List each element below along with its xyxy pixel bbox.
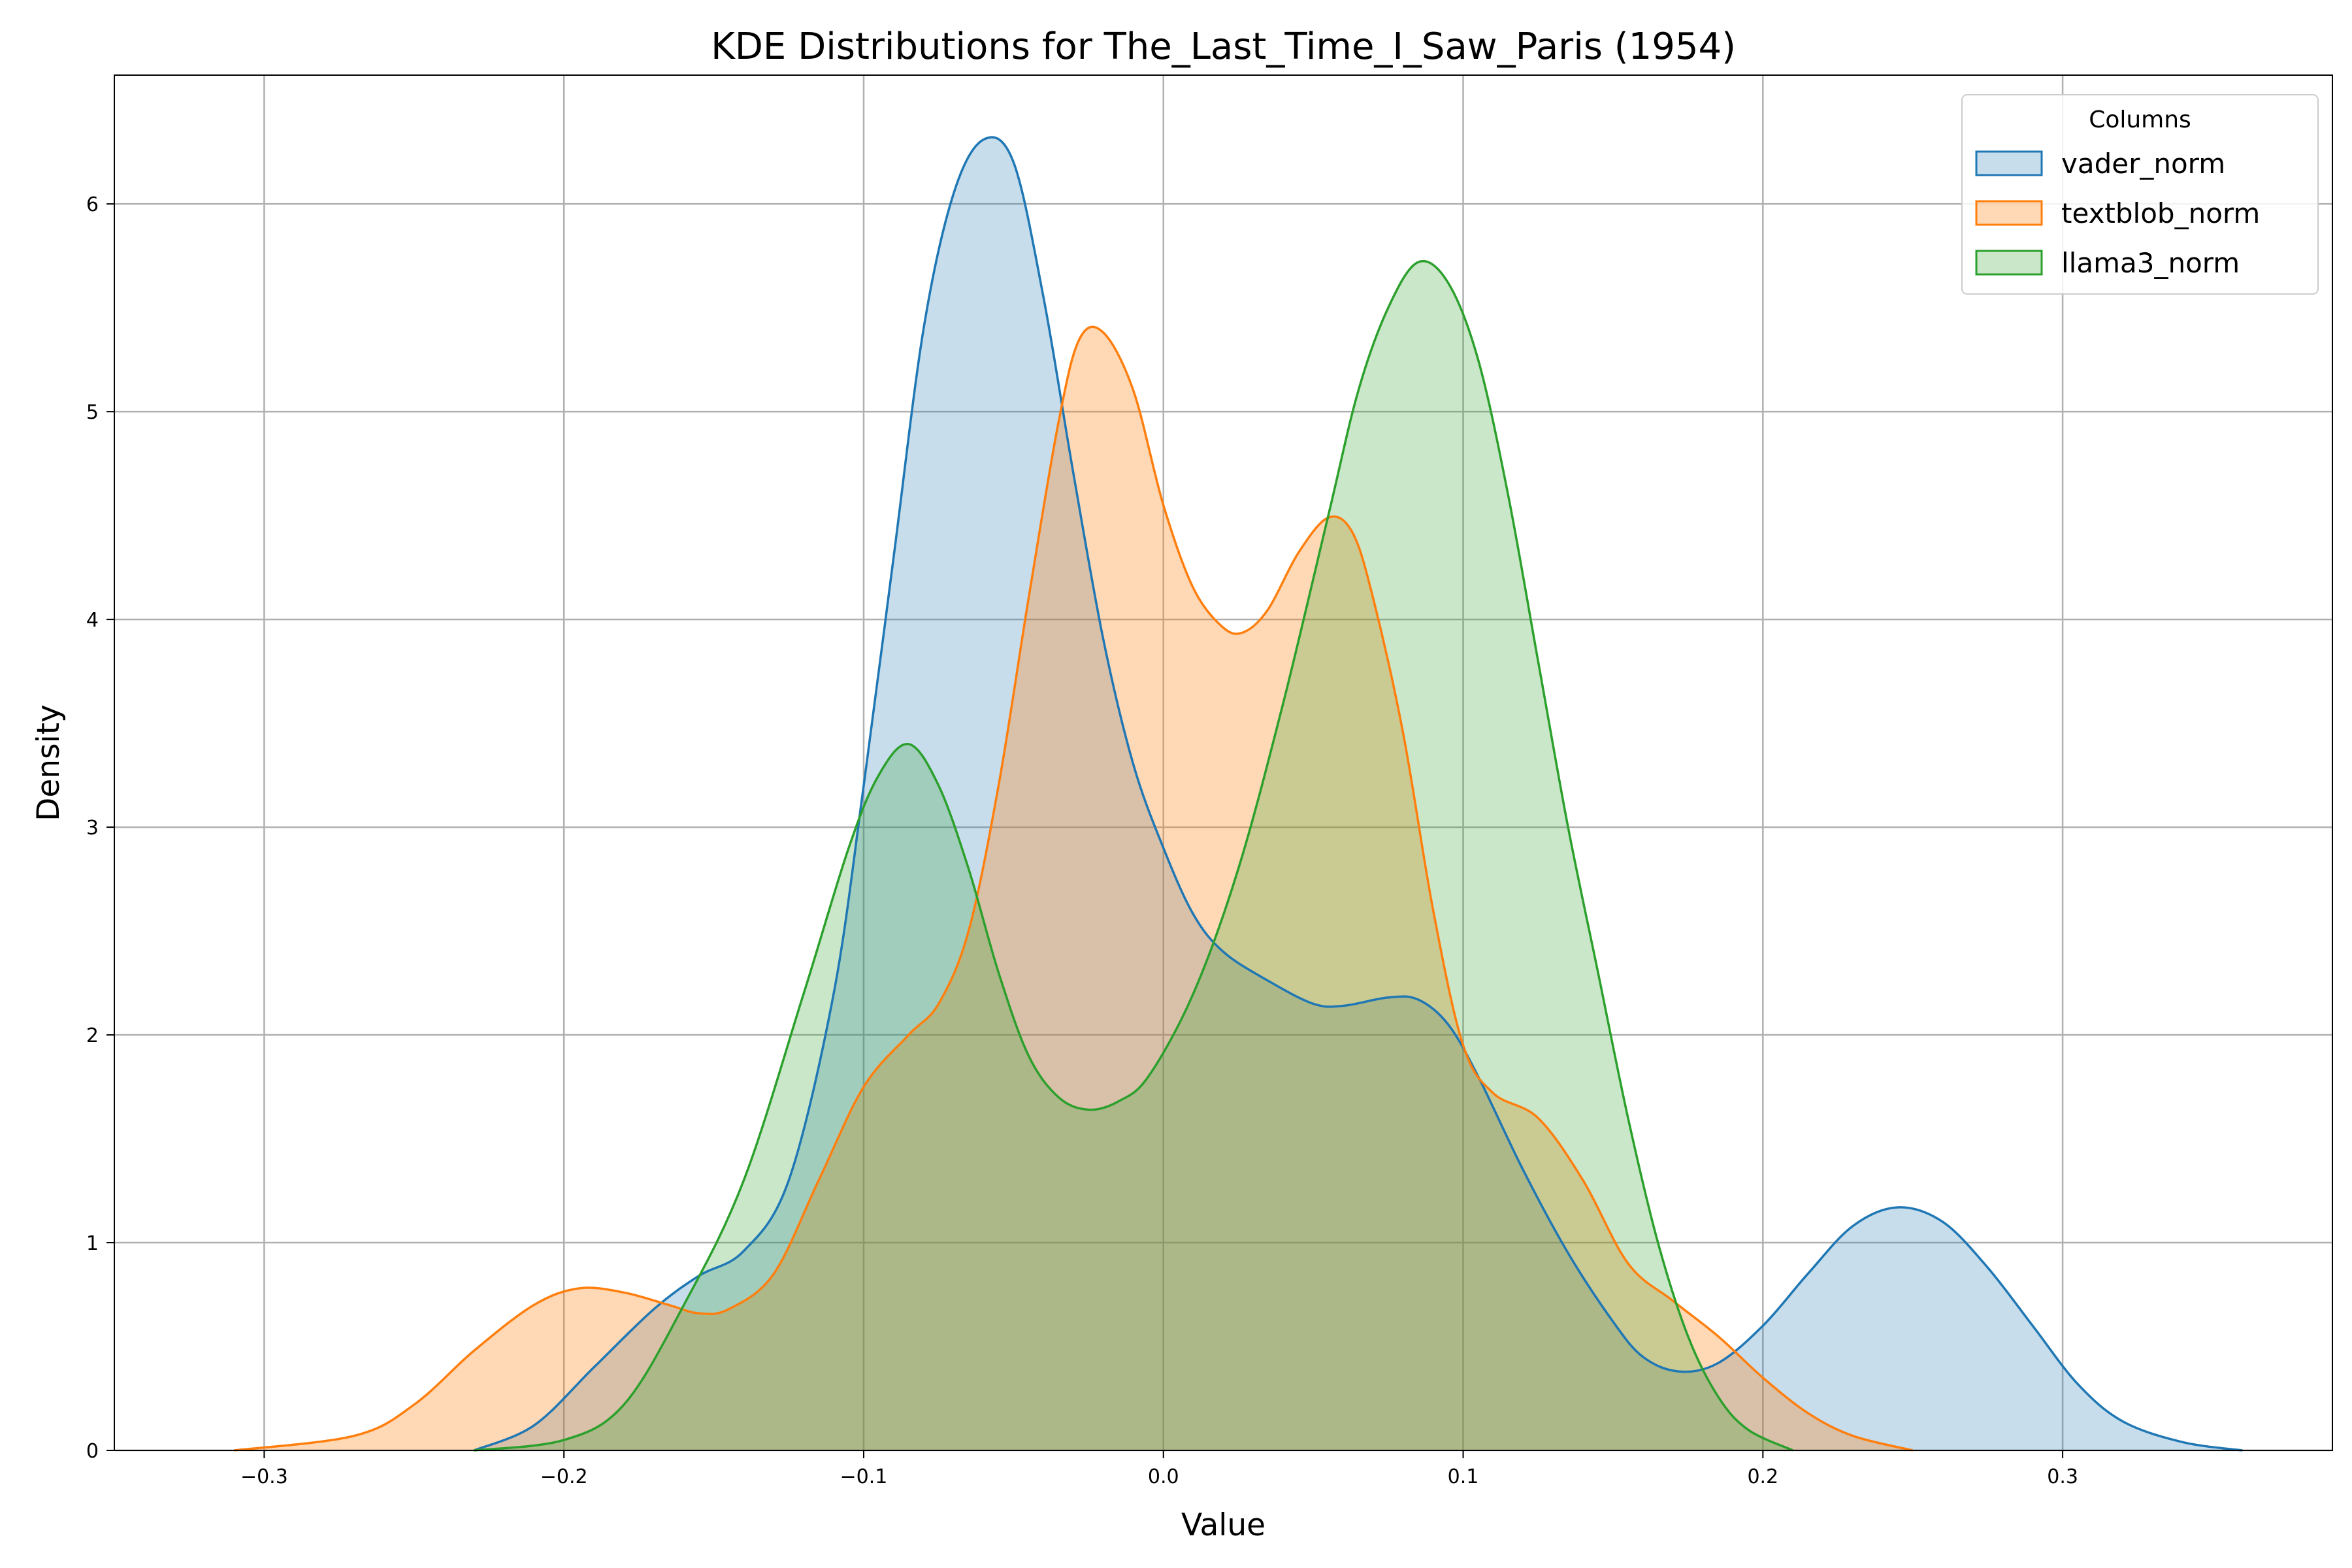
area-llama3_norm (474, 261, 1793, 1451)
chart-title: KDE Distributions for The_Last_Time_I_Sa… (711, 25, 1736, 68)
x-tick-label: −0.3 (240, 1465, 288, 1488)
series-lines (234, 136, 2243, 1452)
line-vader_norm (473, 136, 2243, 1452)
x-tick-label: 0.3 (2047, 1465, 2078, 1488)
x-axis-ticks: −0.3 −0.2 −0.1 0.0 0.1 0.2 0.3 (240, 1450, 2078, 1488)
x-axis-label: Value (1181, 1507, 1266, 1543)
line-llama3_norm (474, 260, 1793, 1452)
x-tick-label: −0.1 (840, 1465, 888, 1488)
plot-frame (114, 74, 2333, 1451)
area-vader_norm (474, 137, 2243, 1450)
y-tick-label: 6 (86, 193, 99, 216)
y-tick-label: 0 (86, 1440, 99, 1463)
y-axis-ticks: 0 1 2 3 4 5 6 (86, 193, 114, 1463)
y-tick-label: 2 (86, 1024, 99, 1047)
series-areas (234, 137, 2243, 1451)
y-tick-label: 3 (86, 817, 99, 840)
x-tick-label: −0.2 (540, 1465, 588, 1488)
y-tick-label: 1 (86, 1232, 99, 1255)
legend-title: Columns (2089, 106, 2191, 133)
legend-label-llama3_norm: llama3_norm (2061, 247, 2240, 279)
y-tick-label: 4 (86, 609, 99, 632)
legend-swatch-llama3_norm (1975, 250, 2043, 276)
y-axis-label: Density (31, 704, 67, 821)
legend-swatch-vader_norm (1975, 150, 2043, 176)
legend-label-textblob_norm: textblob_norm (2061, 197, 2260, 229)
line-textblob_norm (234, 325, 1914, 1452)
x-tick-label: 0.1 (1448, 1465, 1479, 1488)
legend: Columns vader_norm textblob_norm llama3_no… (1961, 94, 2319, 295)
legend-label-vader_norm: vader_norm (2061, 148, 2225, 180)
area-textblob_norm (234, 327, 1913, 1450)
y-tick-label: 5 (86, 401, 99, 424)
x-tick-label: 0.0 (1148, 1465, 1179, 1488)
legend-box (1961, 94, 2319, 295)
x-tick-label: 0.2 (1747, 1465, 1778, 1488)
legend-swatch-textblob_norm (1975, 200, 2043, 226)
legend-items: vader_norm textblob_norm llama3_norm (1975, 148, 2260, 279)
